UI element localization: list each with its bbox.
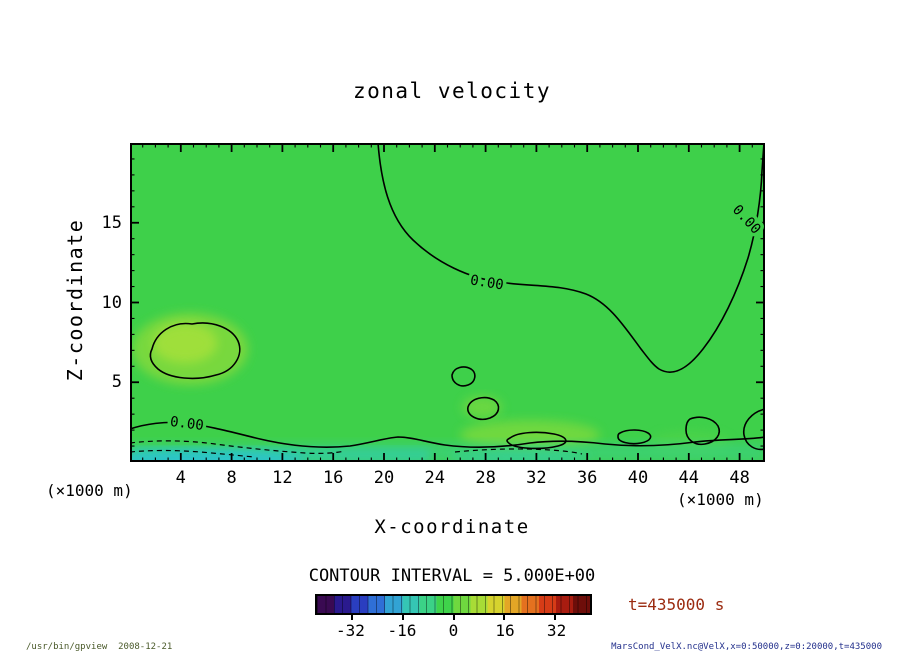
y-tick-label: 5	[111, 372, 122, 393]
negative-contour-line	[130, 440, 346, 454]
plot-frame	[130, 143, 765, 462]
x-tick-label: 16	[322, 468, 344, 488]
negative-contour-line	[454, 448, 583, 455]
contour-interval-note: CONTOUR INTERVAL = 5.000E+00	[308, 566, 596, 586]
footer-dataset-text: MarsCond_VelX.nc@VelX,x=0:50000,z=0:2000…	[611, 642, 882, 652]
colorbar-tick-label: -32	[335, 621, 365, 640]
x-axis-label: X-coordinate	[374, 516, 530, 538]
colorbar	[315, 594, 592, 620]
x-tick-label: 4	[175, 468, 186, 488]
x-tick-label: 8	[226, 468, 237, 488]
plot-area: 0.00 0.00 0.00 4 8 12 16 20 24 28 32 36 40 44 48 5 10 15	[102, 143, 767, 488]
colorbar-tick-label: 0	[448, 621, 459, 640]
contour-plot-canvas: 0.000.000.00	[130, 143, 767, 462]
zero-contour-line	[617, 429, 652, 445]
x-tick-label: 48	[729, 468, 750, 488]
x-tick-label: 12	[272, 468, 293, 488]
zero-contour-line	[685, 416, 721, 446]
negative-contour-line	[130, 449, 256, 458]
contour-label: 0.00	[169, 414, 204, 434]
y-tick-label: 15	[101, 212, 122, 233]
colorbar-labels: -32 -16 0 16 32	[315, 621, 592, 643]
colorbar-tick-mark	[401, 615, 404, 620]
x-tick-label: 20	[373, 468, 395, 488]
field-base-fill	[130, 143, 765, 462]
colorbar-tick-mark	[350, 615, 353, 620]
zero-contour-line	[742, 408, 765, 451]
shade-blob	[130, 451, 305, 462]
x-tick-label: 24	[424, 468, 446, 488]
x-tick-label: 36	[576, 468, 598, 488]
zero-contour-line	[130, 421, 765, 448]
zero-contour-line	[451, 366, 476, 387]
x-tick-label: 32	[526, 468, 547, 488]
chart-title: zonal velocity	[352, 79, 551, 103]
zero-contour-line	[377, 143, 765, 373]
y-axis-unit: (×1000 m)	[46, 481, 133, 500]
y-tick-label: 10	[101, 292, 122, 313]
x-tick-label: 44	[678, 468, 700, 488]
time-label: t=435000 s	[628, 595, 725, 614]
colorbar-tick-label: -16	[387, 621, 417, 640]
colorbar-tick-mark	[554, 615, 557, 620]
colorbar-tick-label: 16	[495, 621, 515, 640]
zero-contour-line	[149, 322, 241, 380]
x-tick-label: 28	[475, 468, 496, 488]
colorbar-gradient	[317, 596, 590, 613]
footer-command-text: /usr/bin/gpview 2008-12-21	[26, 642, 173, 652]
zero-contour-line	[506, 431, 567, 450]
zero-contour-line	[467, 396, 500, 421]
colorbar-tick-mark	[452, 615, 455, 620]
shade-blob	[153, 323, 217, 363]
x-axis-unit: (×1000 m)	[677, 490, 764, 509]
x-tick-label: 40	[627, 468, 649, 488]
colorbar-cell-dividers	[317, 596, 590, 613]
colorbar-tick-label: 32	[546, 621, 567, 640]
colorbar-tick-mark	[503, 615, 506, 620]
